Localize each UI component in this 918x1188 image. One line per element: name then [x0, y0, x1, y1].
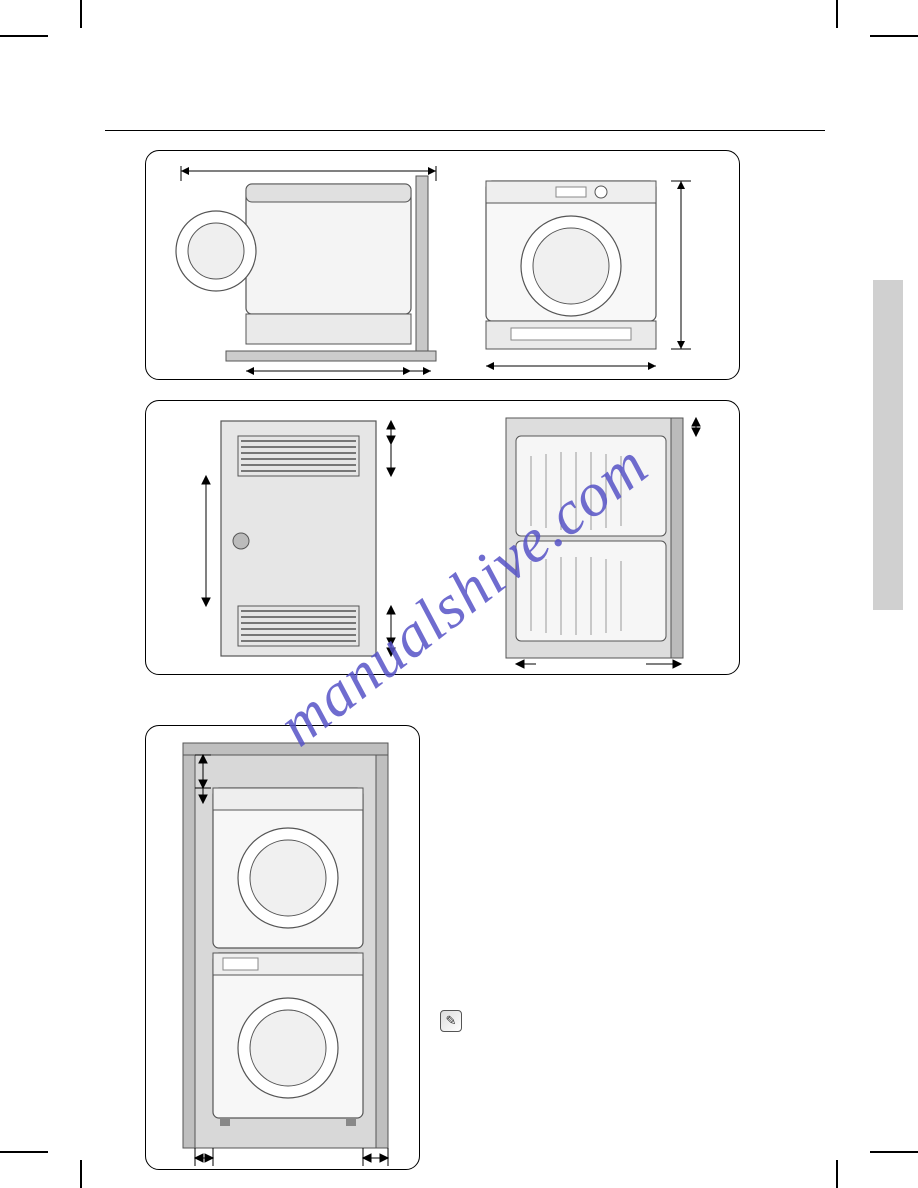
dryer-side-view [156, 156, 456, 376]
closet-door [166, 406, 436, 671]
page-content [105, 70, 825, 1110]
stacked-side-view [446, 406, 736, 671]
crop-mark [870, 35, 918, 37]
dryer-front-view [456, 156, 736, 376]
section-tab [873, 280, 903, 610]
crop-mark [80, 1160, 82, 1188]
crop-mark [836, 0, 838, 28]
header-rule [105, 130, 825, 131]
crop-mark [0, 35, 48, 37]
diagram-pedestal-views [145, 150, 740, 380]
diagram-closet-and-stacked-side [145, 400, 740, 675]
diagram-stacked-front-closet [145, 725, 420, 1170]
note-icon [440, 1010, 462, 1032]
crop-mark [0, 1151, 48, 1153]
crop-mark [80, 0, 82, 28]
crop-mark [836, 1160, 838, 1188]
crop-mark [870, 1151, 918, 1153]
stacked-front-view [148, 728, 418, 1168]
